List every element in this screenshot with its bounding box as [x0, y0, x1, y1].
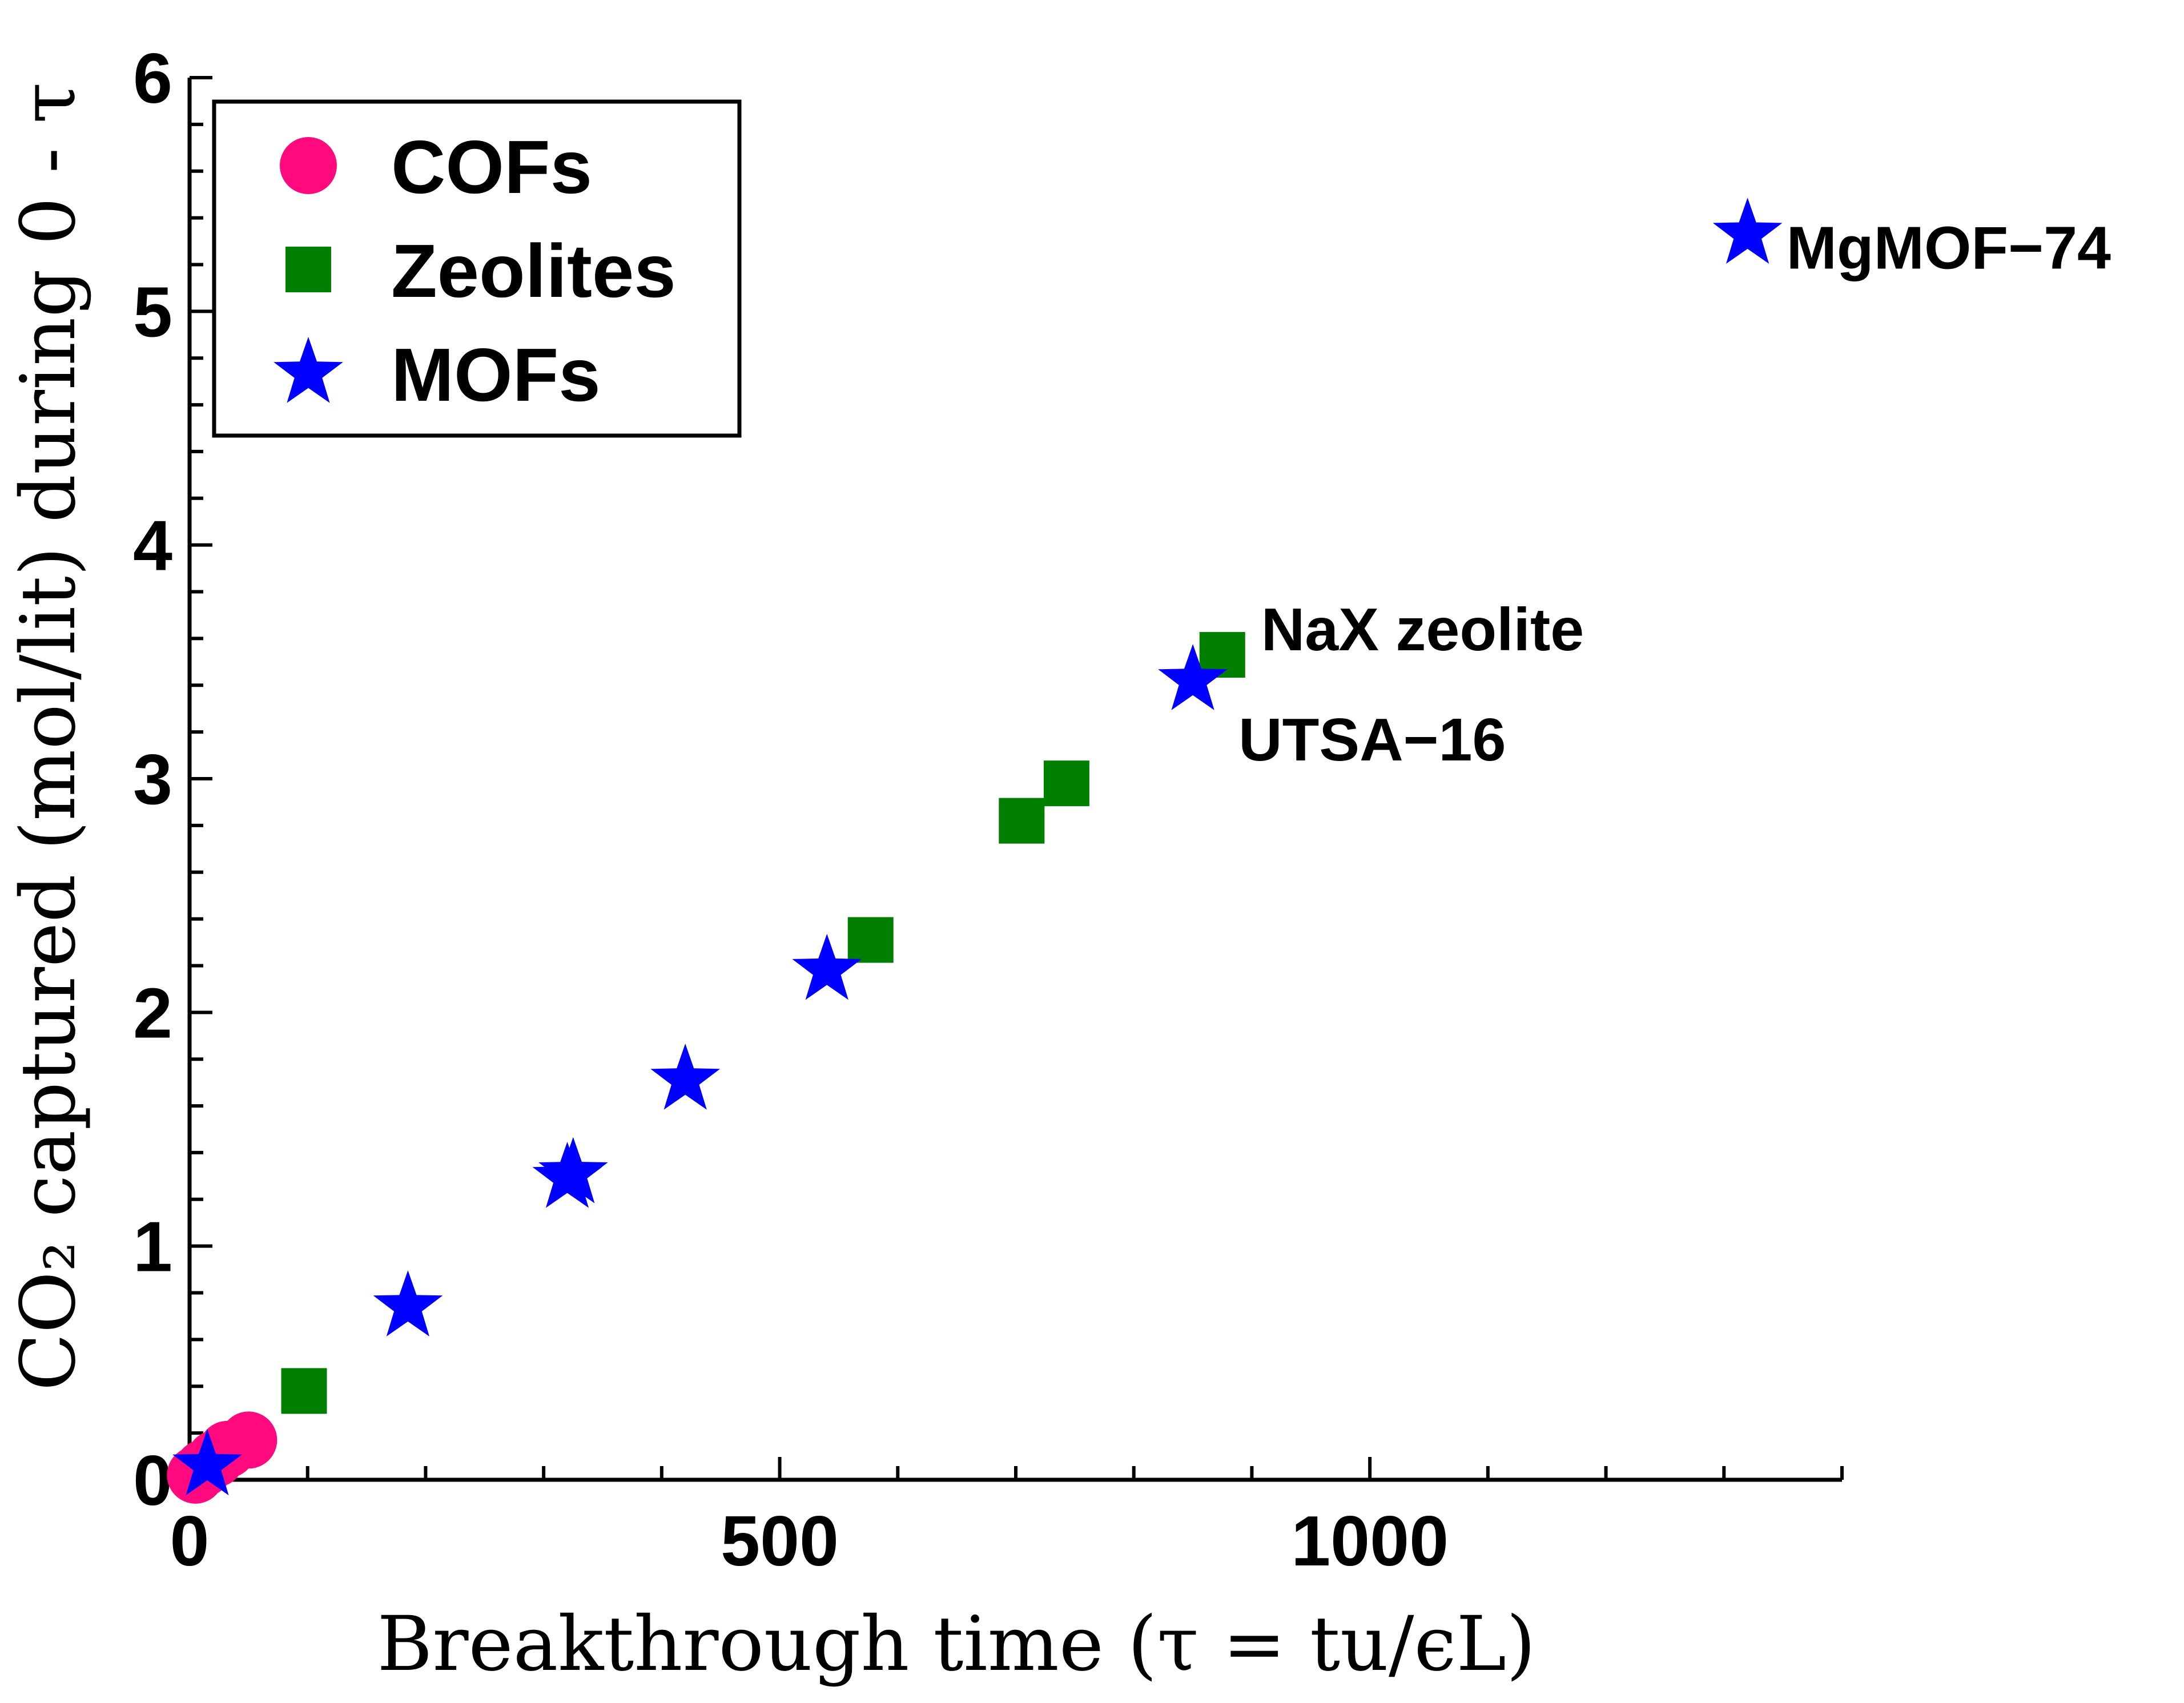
mofs-point — [1158, 644, 1228, 710]
legend: COFs Zeolites MOFs — [212, 99, 742, 438]
zeolites-point — [1043, 760, 1089, 807]
mofs-point — [373, 1270, 443, 1336]
y-tick-label: 1 — [133, 1208, 172, 1287]
x-tick-label: 500 — [721, 1502, 839, 1581]
legend-label-cofs: COFs — [391, 125, 592, 209]
legend-marker-zeolites — [285, 247, 331, 292]
y-tick-label: 6 — [133, 39, 172, 118]
zeolites-point — [281, 1368, 327, 1414]
zeolites-point — [847, 917, 894, 963]
legend-label-zeolites: Zeolites — [391, 229, 676, 313]
y-tick-label: 3 — [133, 740, 172, 819]
legend-label-mofs: MOFs — [391, 333, 601, 417]
y-tick-label: 5 — [133, 273, 172, 352]
data-points — [167, 198, 1783, 1504]
x-tick-label: 1000 — [1291, 1502, 1449, 1581]
y-tick-label: 0 — [133, 1442, 172, 1520]
legend-marker-cofs — [280, 137, 337, 194]
ticks: 0 500 1000 0 1 2 3 4 5 6 — [133, 39, 1844, 1581]
zeolites-point — [999, 798, 1045, 844]
mofs-point — [650, 1044, 721, 1110]
y-axis-title: CO₂ captured (mol/lit) during 0 - τ — [5, 82, 92, 1391]
mofs-point — [538, 1137, 608, 1203]
annotations: MgMOF−74 NaX zeolite UTSA−16 — [1238, 214, 2111, 774]
x-tick-label: 0 — [170, 1502, 210, 1581]
mofs-point — [792, 933, 862, 1000]
y-tick-label: 2 — [133, 974, 172, 1053]
annotation-label: MgMOF−74 — [1787, 214, 2111, 281]
mofs-point — [1712, 198, 1783, 264]
mofs-point — [172, 1429, 242, 1496]
x-axis-title: Breakthrough time (τ = tu/ϵL) — [377, 1600, 1535, 1688]
y-tick-label: 4 — [133, 507, 172, 586]
legend-marker-mofs — [273, 337, 343, 403]
annotation-label: NaX zeolite — [1261, 596, 1584, 663]
annotation-label: UTSA−16 — [1238, 706, 1506, 774]
